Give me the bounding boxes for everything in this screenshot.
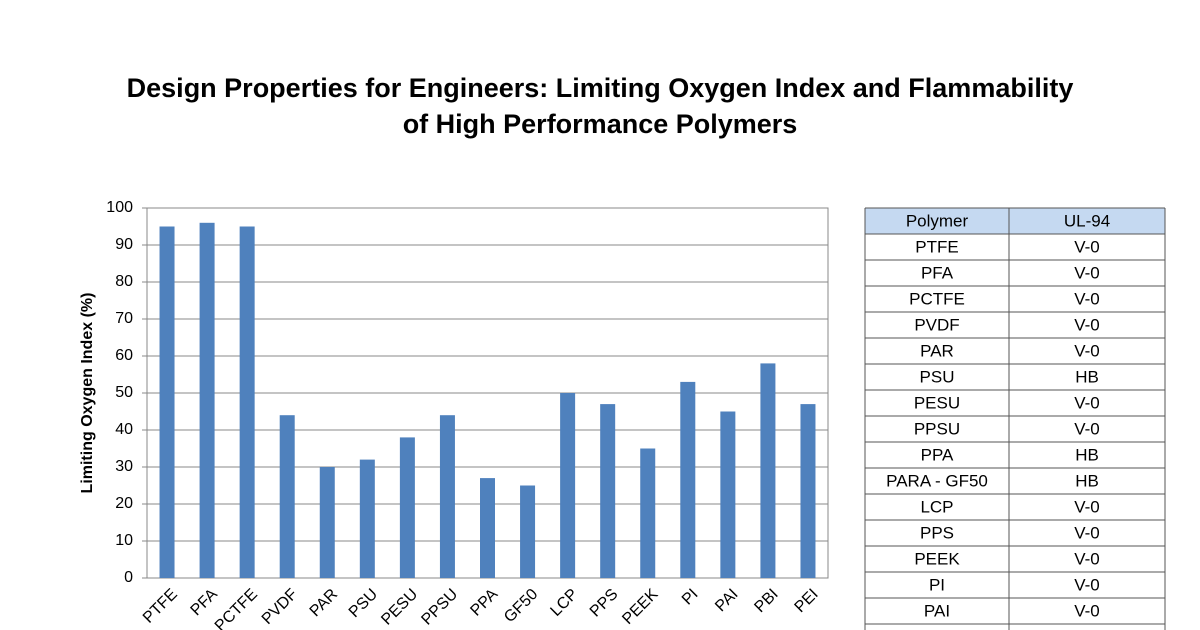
bar <box>560 393 576 578</box>
y-tick-label: 40 <box>115 421 133 438</box>
bar <box>319 467 335 578</box>
table-cell: PEEK <box>914 549 960 568</box>
table-cell: V-0 <box>1074 263 1100 282</box>
y-tick-label: 50 <box>115 384 133 401</box>
x-tick-label: PSU <box>346 586 381 621</box>
x-tick-label: PFA <box>188 586 222 620</box>
table-cell: V-0 <box>1074 549 1100 568</box>
bar <box>199 222 215 579</box>
table-cell: PCTFE <box>909 289 965 308</box>
table-cell: V-0 <box>1074 393 1100 412</box>
x-tick-label: PI <box>679 586 702 609</box>
y-tick-label: 20 <box>115 495 133 512</box>
table-cell: HB <box>1075 367 1099 386</box>
x-tick-label: PAR <box>307 586 341 620</box>
bar <box>159 226 175 578</box>
y-tick-label: 60 <box>115 347 133 364</box>
table-cell: V-0 <box>1074 315 1100 334</box>
x-tick-label: PPS <box>587 586 622 621</box>
y-tick-label: 100 <box>106 199 133 216</box>
table-cell: HB <box>1075 445 1099 464</box>
y-axis-label: Limiting Oxygen Index (%) <box>79 293 96 494</box>
table-cell: PI <box>929 575 945 594</box>
table-cell: PAI <box>924 601 950 620</box>
table-header-cell: Polymer <box>906 211 969 230</box>
bar <box>800 404 816 578</box>
bar <box>640 448 656 578</box>
table-cell: V-0 <box>1074 523 1100 542</box>
table-header-bg <box>865 208 1165 234</box>
x-tick-label: PCTFE <box>212 586 261 630</box>
table-cell: V-0 <box>1074 237 1100 256</box>
chart-title: Design Properties for Engineers: Limitin… <box>127 73 1074 103</box>
table-cell: PPA <box>921 445 954 464</box>
table-header-cell: UL-94 <box>1064 211 1110 230</box>
x-tick-label: PBI <box>751 586 781 616</box>
bar <box>600 404 616 578</box>
y-tick-label: 0 <box>124 569 133 586</box>
x-tick-label: PEI <box>792 586 822 616</box>
table-cell: PARA - GF50 <box>886 471 988 490</box>
x-tick-label: PESU <box>378 586 421 629</box>
x-tick-label: PPSU <box>418 586 461 629</box>
x-tick-label: PEEK <box>619 586 661 628</box>
y-tick-label: 30 <box>115 458 133 475</box>
table-cell: V-0 <box>1074 341 1100 360</box>
table-cell: V-0 <box>1074 601 1100 620</box>
y-tick-label: 70 <box>115 310 133 327</box>
bar <box>399 437 415 578</box>
y-tick-label: 10 <box>115 532 133 549</box>
table-cell: V-0 <box>1074 497 1100 516</box>
table-cell: PTFE <box>915 237 958 256</box>
table-cell: PVDF <box>914 315 959 334</box>
table-cell: LCP <box>920 497 953 516</box>
table-cell: PSU <box>920 367 955 386</box>
y-tick-label: 90 <box>115 236 133 253</box>
bar <box>279 415 295 578</box>
x-tick-label: GF50 <box>501 586 541 626</box>
x-tick-label: LCP <box>547 586 581 620</box>
chart-subtitle: of High Performance Polymers <box>403 109 798 139</box>
table-cell: PFA <box>921 263 954 282</box>
bar <box>480 478 495 578</box>
table-cell: PPS <box>920 523 954 542</box>
bar <box>239 226 255 578</box>
table-cell: PPSU <box>914 419 960 438</box>
bar <box>760 363 776 578</box>
bar <box>720 411 736 578</box>
bar <box>520 485 536 578</box>
bar <box>439 415 455 578</box>
table-cell: PAR <box>920 341 954 360</box>
table-cell: HB <box>1075 471 1099 490</box>
table-cell: V-0 <box>1074 575 1100 594</box>
table-cell: PESU <box>914 393 960 412</box>
x-tick-label: PPA <box>467 586 501 620</box>
x-tick-label: PAI <box>712 586 741 615</box>
bar <box>359 459 375 578</box>
y-tick-label: 80 <box>115 273 133 290</box>
x-tick-label: PVDF <box>259 586 301 628</box>
x-tick-label: PTFE <box>140 586 181 627</box>
table-cell: V-0 <box>1074 419 1100 438</box>
table-cell: V-0 <box>1074 289 1100 308</box>
bar <box>680 381 696 578</box>
